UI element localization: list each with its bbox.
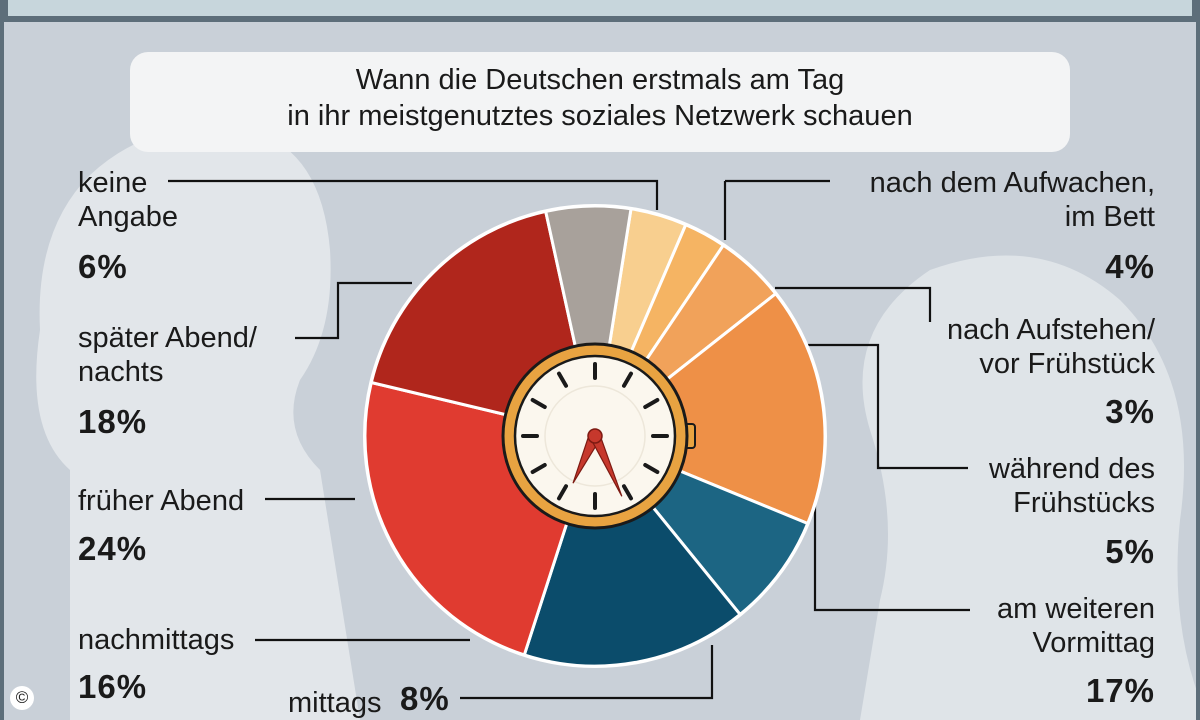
- leader-line-2: [775, 286, 932, 322]
- clock-tick-1: [622, 371, 633, 388]
- slice-label-nach-dem-aufwachen: nach dem Aufwachen, im Bett: [869, 167, 1155, 233]
- clock-tick-11: [557, 371, 568, 388]
- pie-slice-8: [544, 204, 633, 438]
- slice-value-am-weiteren-vormittag: 17%: [1085, 672, 1155, 709]
- slice-label-mittags: mittags: [288, 687, 382, 719]
- clock-tick-2: [643, 398, 660, 409]
- slice-value-nachmittags: 16%: [78, 668, 148, 705]
- leader-line-5: [460, 645, 714, 700]
- slice-label-frueher-abend: früher Abend: [78, 485, 245, 517]
- person-silhouette-right: [860, 255, 1200, 720]
- slice-label-keine-angabe: keine Angabe: [78, 167, 178, 233]
- slice-value-frueher-abend: 24%: [78, 530, 148, 567]
- slice-label-waehrend-fruehstueck: während des Frühstücks: [988, 453, 1155, 519]
- slice-value-mittags: 8%: [400, 680, 450, 717]
- person-silhouette-left: [36, 126, 360, 720]
- clock-tick-4: [643, 463, 660, 474]
- slice-value-nach-aufstehen: 3%: [1105, 393, 1155, 430]
- clock-inner-ring: [544, 385, 646, 487]
- clock-tick-8: [530, 463, 547, 474]
- slice-label-nachmittags: nachmittags: [78, 624, 235, 656]
- slice-value-nach-dem-aufwachen: 4%: [1105, 248, 1155, 285]
- leader-line-4: [813, 470, 970, 612]
- leader-line-3: [800, 343, 968, 470]
- frame-right: [1196, 0, 1200, 720]
- pie-outline: [363, 204, 827, 668]
- chart-title: Wann die Deutschen erstmals am Tag in ih…: [287, 64, 913, 132]
- frame-left: [0, 0, 4, 720]
- leader-lines: [168, 179, 970, 700]
- slice-value-waehrend-fruehstueck: 5%: [1105, 533, 1155, 570]
- title-panel: [130, 52, 1070, 152]
- leader-line-8: [295, 281, 412, 340]
- slice-label-spaeter-abend: später Abend/ nachts: [78, 322, 257, 388]
- pie-slice-3: [593, 292, 827, 525]
- slice-label-am-weiteren-vormittag: am weiteren Vormittag: [997, 593, 1155, 659]
- slice-label-nach-aufstehen: nach Aufstehen/ vor Frühstück: [947, 314, 1155, 380]
- slice-value-spaeter-abend: 18%: [78, 403, 148, 440]
- clock-tick-5: [622, 484, 633, 501]
- clock-center-pin: [587, 428, 603, 444]
- copyright-icon: ©: [10, 686, 34, 710]
- clock-tick-10: [530, 398, 547, 409]
- clock-icon: [501, 342, 696, 530]
- clock-tick-7: [557, 484, 568, 501]
- header-bar: [8, 0, 1192, 16]
- leader-line-9: [168, 179, 659, 210]
- slice-value-keine-angabe: 6%: [78, 248, 128, 285]
